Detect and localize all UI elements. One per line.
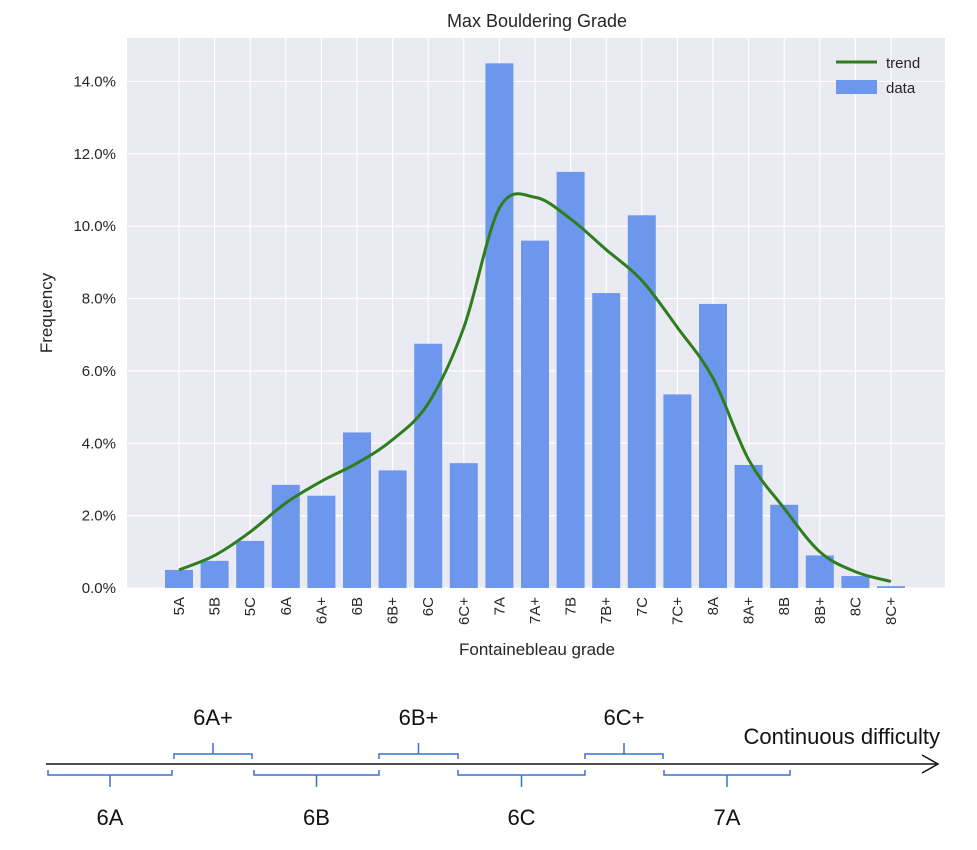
- bar-5A: [165, 569, 193, 588]
- bracket-shape: [253, 770, 380, 787]
- x-tick-label: 6B: [349, 597, 366, 615]
- bar-8B: [770, 504, 799, 588]
- y-tick-labels: 0.0% 2.0% 4.0% 6.0% 8.0% 10.0% 12.0% 14.0%: [73, 73, 116, 597]
- bar-5B: [200, 560, 229, 588]
- bracket-label: 6B+: [399, 705, 439, 730]
- legend-data-label: data: [886, 80, 916, 97]
- bar-8C: [841, 576, 870, 588]
- y-tick-label: 4.0%: [82, 435, 116, 452]
- x-tick-label: 5C: [242, 597, 259, 616]
- bracket-6A: 6A: [47, 770, 173, 830]
- y-tick-label: 6.0%: [82, 363, 116, 380]
- difficulty-diagram: Continuous difficulty 6A 6A+ 6B 6B+ 6C 6C+ 7A: [46, 705, 940, 830]
- x-tick-label: 7B+: [598, 597, 615, 624]
- bar-5C: [236, 540, 265, 588]
- y-axis-label: Frequency: [37, 272, 56, 353]
- x-axis-label: Fontainebleau grade: [459, 640, 615, 659]
- bracket-label: 6A: [97, 805, 124, 830]
- legend-trend-label: trend: [886, 55, 920, 72]
- bar-7B+: [592, 293, 621, 588]
- x-tick-label: 8A: [705, 597, 722, 615]
- x-tick-label: 7C+: [669, 597, 686, 625]
- bar-7C+: [663, 394, 692, 588]
- bar-series: [165, 63, 905, 589]
- bracket-shape: [47, 770, 173, 787]
- trend-series: [178, 192, 892, 583]
- bracket-shape: [663, 770, 791, 787]
- y-tick-label: 14.0%: [73, 73, 116, 90]
- x-tick-label: 7A: [491, 597, 508, 615]
- bar-6B+: [378, 470, 407, 588]
- bracket-6C+: 6C+: [584, 705, 664, 759]
- x-tick-label: 7A+: [527, 597, 544, 624]
- difficulty-axis-arrowhead: [921, 754, 940, 774]
- bar-7C: [627, 215, 656, 589]
- bar-8C+: [877, 586, 905, 588]
- x-tick-label: 6A+: [313, 597, 330, 624]
- bracket-label: 6C: [507, 805, 535, 830]
- difficulty-axis-label: Continuous difficulty: [744, 724, 941, 749]
- bracket-shape: [457, 770, 586, 787]
- bracket-label: 7A: [714, 805, 741, 830]
- bracket-6A+: 6A+: [173, 705, 253, 759]
- x-tick-label: 6C+: [456, 597, 473, 625]
- bar-7A: [485, 63, 514, 588]
- bracket-6B: 6B: [253, 770, 380, 830]
- legend-data-swatch: [836, 80, 877, 94]
- y-tick-label: 8.0%: [82, 291, 116, 308]
- bracket-label: 6A+: [193, 705, 233, 730]
- trend-line: [178, 192, 892, 583]
- y-tick-label: 12.0%: [73, 146, 116, 163]
- bar-8A+: [734, 464, 763, 588]
- x-tick-label: 7C: [634, 597, 651, 616]
- bracket-shape: [584, 743, 664, 759]
- x-tick-label: 8B: [776, 597, 793, 615]
- x-tick-labels: 5A 5B 5C 6A 6A+ 6B 6B+ 6C 6C+ 7A 7A+ 7B 7B+ 7C 7C+ 8A 8A…: [171, 597, 900, 625]
- y-tick-label: 10.0%: [73, 218, 116, 235]
- bar-6C: [414, 343, 443, 588]
- bar-8A: [699, 303, 727, 588]
- x-tick-label: 7B: [563, 597, 580, 615]
- bracket-label: 6C+: [604, 705, 645, 730]
- x-tick-label: 8B+: [812, 597, 829, 624]
- legend: trend data: [836, 55, 920, 97]
- y-tick-label: 2.0%: [82, 508, 116, 525]
- x-tick-label: 6B+: [385, 597, 402, 624]
- bracket-6C: 6C: [457, 770, 586, 830]
- x-tick-label: 8C: [847, 597, 864, 616]
- bar-7A+: [521, 240, 549, 588]
- bar-8B+: [805, 555, 834, 588]
- bracket-label: 6B: [303, 805, 330, 830]
- x-tick-label: 8A+: [741, 597, 758, 624]
- bar-6A+: [307, 495, 336, 588]
- x-tick-label: 5A: [171, 597, 188, 615]
- bracket-6B+: 6B+: [378, 705, 459, 759]
- chart-title: Max Bouldering Grade: [447, 11, 627, 31]
- bar-6A: [271, 484, 300, 588]
- x-tick-label: 6A: [278, 597, 295, 615]
- bracket-7A: 7A: [663, 770, 791, 830]
- bar-6C+: [449, 463, 478, 588]
- grade-brackets: 6A 6A+ 6B 6B+ 6C 6C+ 7A: [47, 705, 791, 830]
- y-tick-label: 0.0%: [82, 580, 116, 597]
- bar-7B: [556, 171, 585, 588]
- x-tick-label: 6C: [420, 597, 437, 616]
- bracket-shape: [173, 743, 253, 759]
- x-tick-label: 5B: [207, 597, 224, 615]
- x-tick-label: 8C+: [883, 597, 900, 625]
- bracket-shape: [378, 743, 459, 759]
